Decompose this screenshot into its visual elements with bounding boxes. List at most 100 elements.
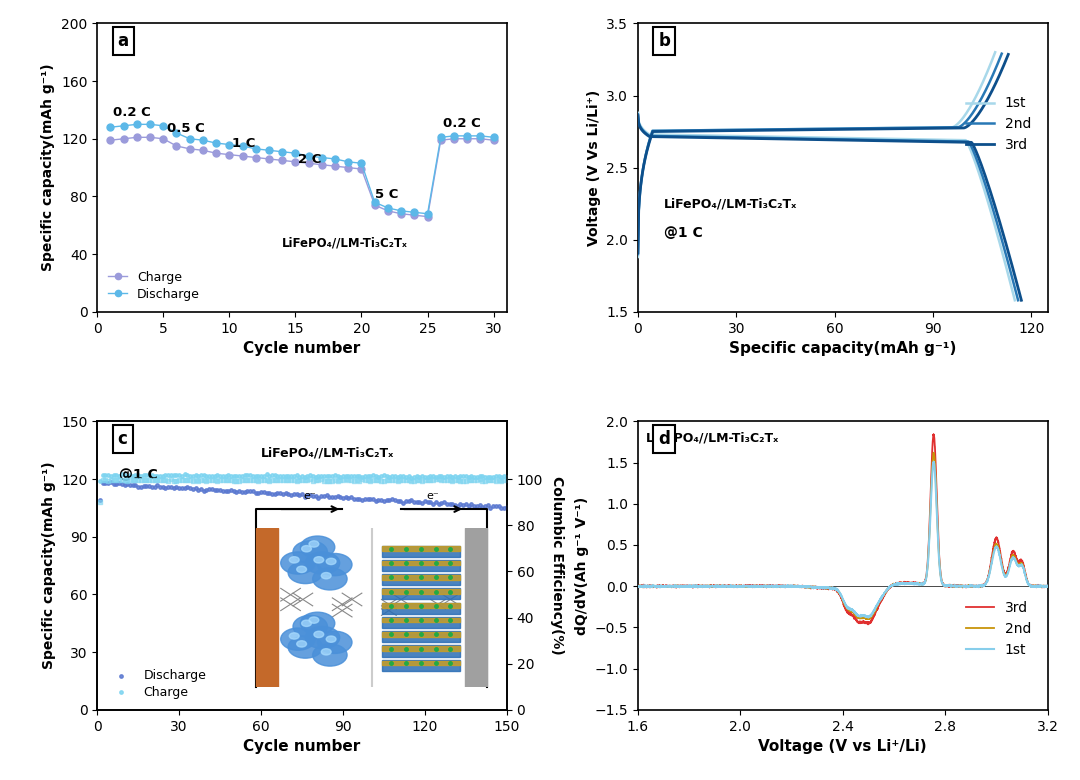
Point [480, 474, 497, 487]
Point [187, 474, 204, 487]
Y-axis label: Voltage (V Vs Li/Li⁺): Voltage (V Vs Li/Li⁺) [586, 90, 600, 246]
Discharge [149, 479, 166, 491]
Discharge [299, 488, 316, 501]
1st [941, 135, 954, 144]
Discharge [476, 499, 494, 512]
Charge [108, 469, 125, 481]
Discharge [356, 492, 374, 505]
Line: 3rd: 3rd [638, 115, 1022, 300]
Point [185, 474, 202, 487]
Point [249, 474, 267, 487]
Charge [288, 469, 306, 481]
Point [280, 474, 297, 487]
Charge [487, 470, 504, 483]
2nd [1012, 296, 1025, 305]
Point [260, 474, 278, 487]
2nd [1002, 261, 1015, 271]
Legend: 1st, 2nd, 3rd: 1st, 2nd, 3rd [960, 90, 1037, 158]
Charge [421, 212, 434, 222]
Charge [167, 470, 185, 482]
Charge [356, 470, 374, 483]
Charge [266, 469, 283, 481]
Point [167, 474, 185, 487]
Point [165, 474, 183, 487]
Discharge [351, 492, 368, 505]
Charge [184, 144, 197, 154]
Point [362, 475, 379, 488]
Charge [283, 470, 300, 482]
Discharge [192, 483, 210, 495]
Discharge [291, 488, 308, 501]
Discharge [237, 141, 249, 151]
Point [329, 474, 347, 487]
Charge [219, 470, 237, 482]
Point [400, 473, 417, 486]
Charge [126, 469, 144, 481]
Discharge [397, 495, 415, 508]
Discharge [217, 484, 234, 497]
Discharge [485, 500, 502, 512]
Point [121, 473, 138, 486]
Discharge [206, 484, 224, 496]
Discharge [140, 480, 158, 492]
Charge [208, 469, 226, 481]
Point [389, 474, 406, 487]
Point [405, 475, 422, 488]
Discharge [460, 499, 477, 512]
Charge [332, 471, 349, 484]
Charge [487, 136, 500, 145]
Discharge [144, 480, 161, 493]
Point [332, 474, 349, 487]
Discharge [184, 134, 197, 144]
Charge [433, 470, 450, 483]
Point [124, 474, 141, 487]
1st [862, 613, 875, 622]
Point [274, 473, 292, 486]
3rd [815, 135, 828, 144]
Point [162, 473, 179, 485]
Charge [434, 136, 447, 145]
Charge [176, 468, 193, 480]
Discharge [376, 495, 393, 507]
Charge [482, 470, 499, 483]
Charge [310, 470, 327, 483]
Point [378, 474, 395, 487]
Discharge [264, 488, 281, 500]
Point [318, 474, 335, 487]
Text: d: d [659, 430, 671, 448]
Point [408, 473, 426, 486]
Point [444, 474, 461, 487]
Discharge [480, 499, 497, 512]
Point [416, 473, 433, 486]
Point [296, 473, 313, 486]
Charge [364, 469, 381, 481]
Discharge [433, 497, 450, 509]
Discharge [441, 498, 458, 511]
Charge [160, 469, 177, 481]
Discharge [364, 493, 381, 505]
Point [441, 473, 458, 486]
Y-axis label: Columbic Efficiency(%): Columbic Efficiency(%) [550, 477, 564, 655]
2nd [702, 581, 715, 590]
Charge [181, 470, 199, 482]
Charge [124, 470, 141, 482]
Line: 2nd: 2nd [638, 452, 1048, 619]
Point [471, 473, 488, 486]
Point [135, 473, 152, 486]
Charge [373, 470, 390, 482]
Charge [210, 148, 222, 158]
Discharge [468, 499, 485, 512]
Charge [315, 470, 333, 483]
Discharge [367, 495, 384, 507]
Point [222, 474, 240, 487]
Discharge [337, 491, 354, 503]
Charge [299, 470, 316, 482]
Charge [392, 470, 409, 482]
Charge [422, 470, 440, 483]
Charge [424, 470, 442, 482]
Charge [341, 163, 354, 172]
Discharge [498, 501, 515, 513]
Charge [328, 161, 341, 171]
Point [424, 474, 442, 487]
Discharge [434, 133, 447, 142]
